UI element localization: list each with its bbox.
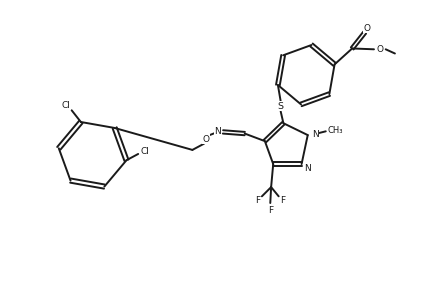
Text: S: S <box>278 102 284 111</box>
Text: CH₃: CH₃ <box>327 126 343 135</box>
Text: O: O <box>377 45 383 54</box>
Text: N: N <box>304 164 311 173</box>
Text: F: F <box>268 206 273 215</box>
Text: Cl: Cl <box>62 101 71 110</box>
Text: N: N <box>312 130 319 139</box>
Text: N: N <box>214 127 221 136</box>
Text: Cl: Cl <box>141 147 150 155</box>
Text: F: F <box>255 196 260 205</box>
Text: O: O <box>363 24 370 33</box>
Text: O: O <box>203 135 210 144</box>
Text: F: F <box>280 196 285 205</box>
